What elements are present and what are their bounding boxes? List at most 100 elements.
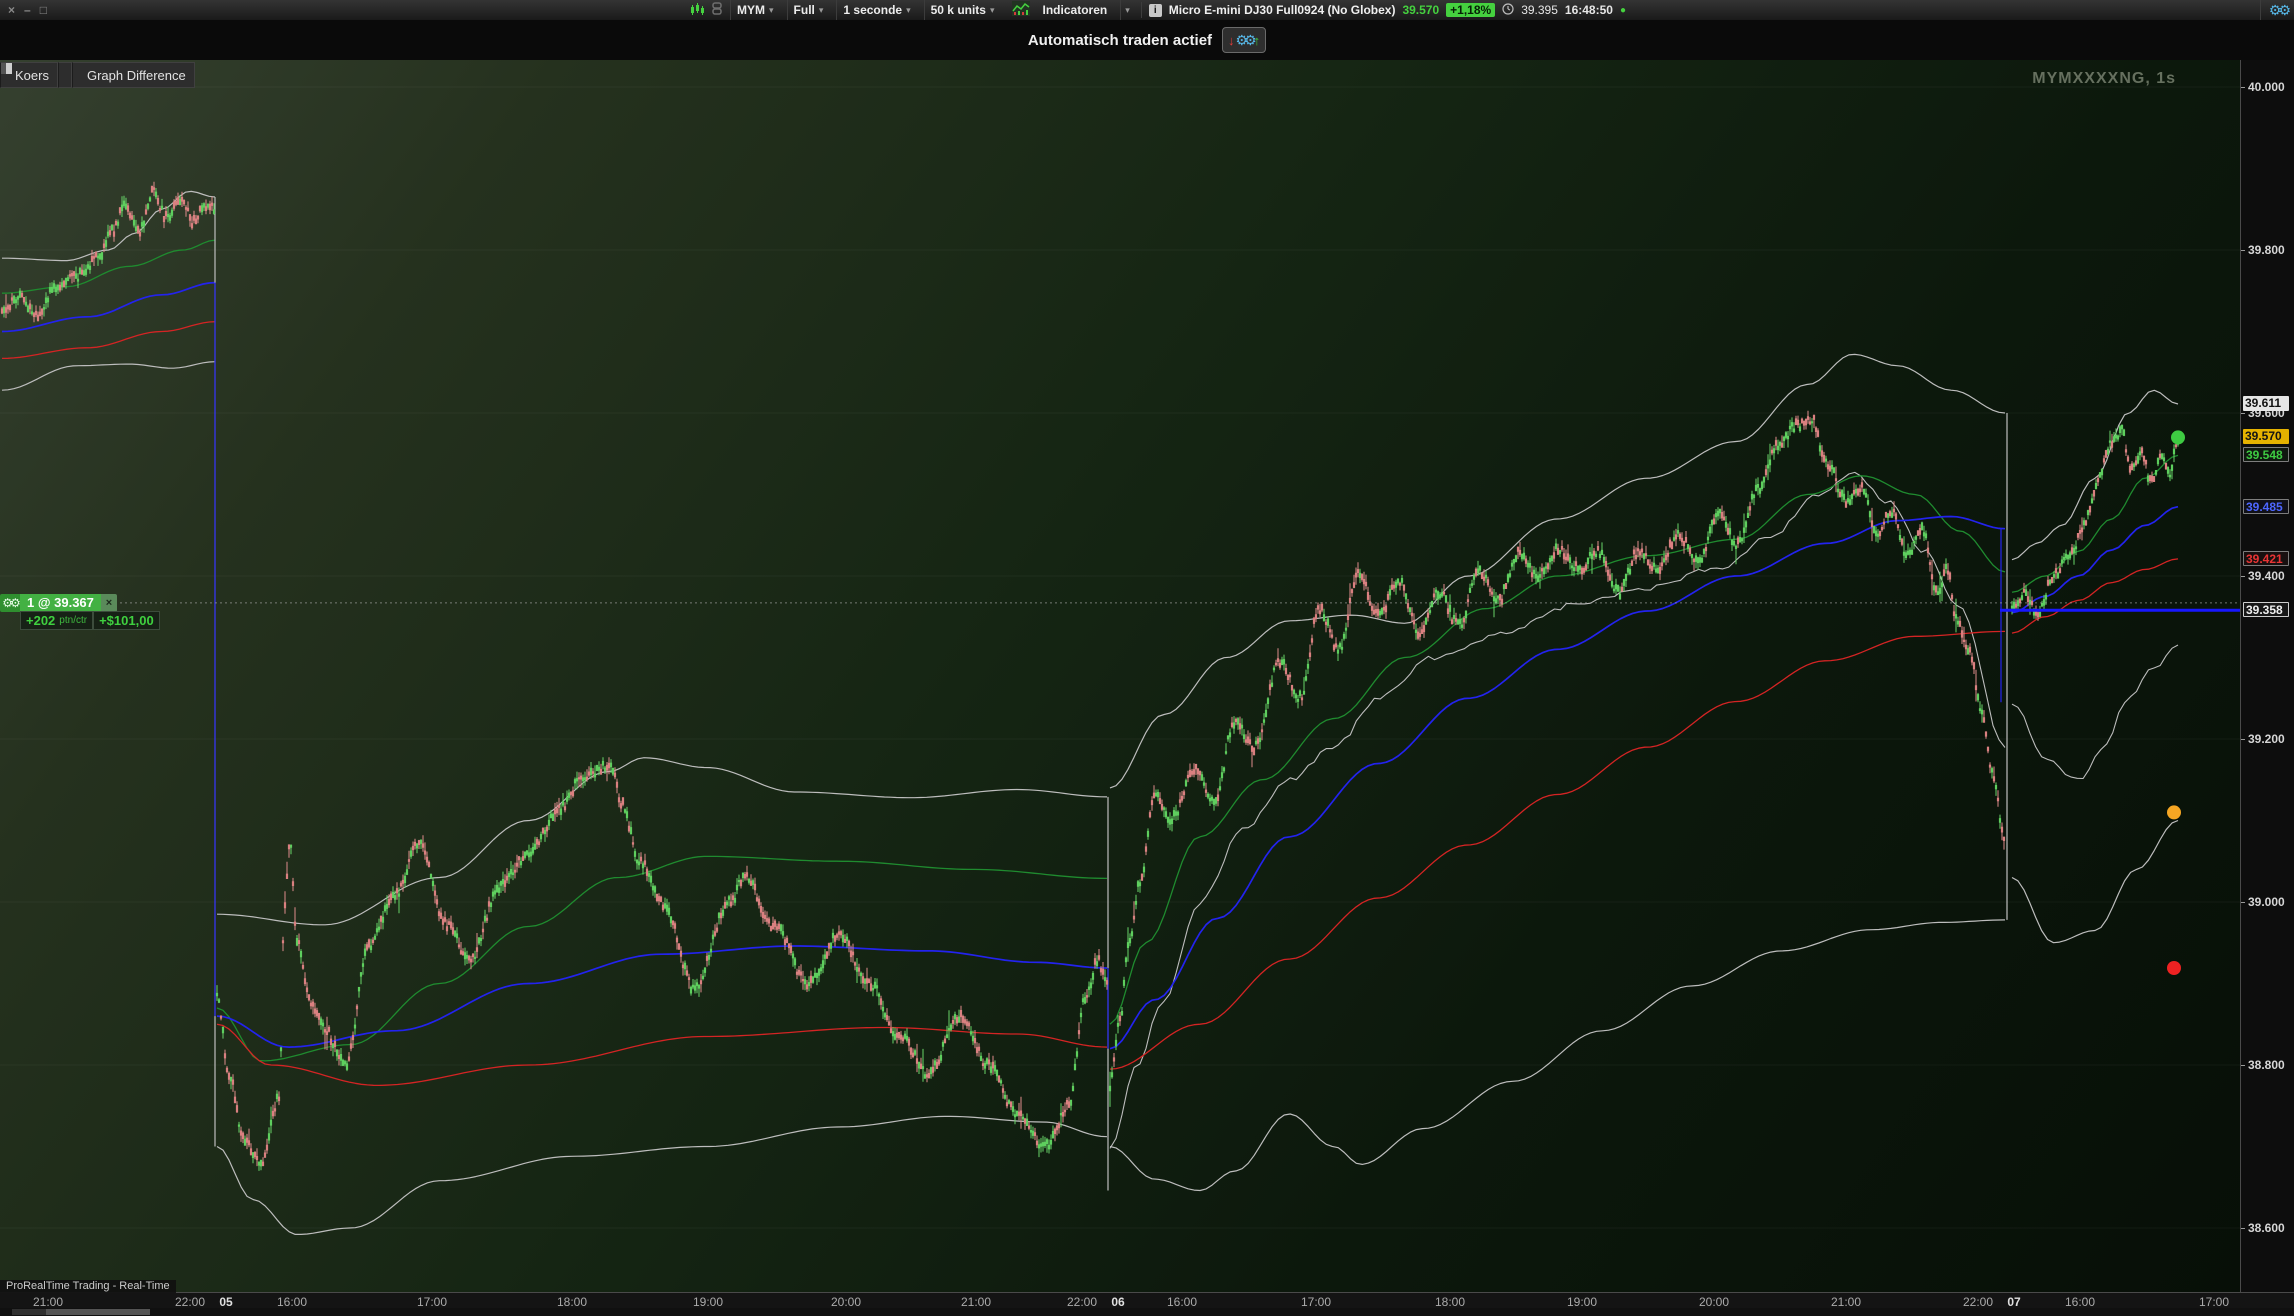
price-tick — [2241, 575, 2245, 577]
horizontal-scrollbar[interactable] — [0, 1308, 2294, 1316]
time-axis-label: 16:00 — [2064, 1295, 2096, 1309]
range-label: Full — [793, 3, 815, 17]
symbol-label: MYM — [737, 3, 765, 17]
blue-ma-line — [1, 281, 216, 333]
close-window-icon[interactable]: × — [8, 3, 16, 17]
units-dropdown[interactable]: 50 k units ▾ — [923, 0, 1001, 20]
session-price: 39.395 — [1521, 3, 1558, 17]
price-level-badge-order[interactable]: 39.358 — [2243, 602, 2289, 618]
indicators-caret-dropdown[interactable]: ▾ — [1120, 0, 1134, 20]
price-axis-label: 40.000 — [2248, 80, 2285, 94]
blue-ma-line — [216, 945, 1108, 1048]
chevron-down-icon: ▾ — [769, 4, 774, 15]
time-axis-day-label: 06 — [1111, 1295, 1125, 1309]
blue-ma-line — [1109, 515, 2006, 1050]
time-axis-label: 19:00 — [1566, 1295, 1598, 1309]
position-gears-icon[interactable]: ⚙⚙ — [0, 594, 21, 612]
tab-koers[interactable]: Koers — [0, 62, 58, 88]
down-candles-wicks — [220, 757, 1108, 1167]
price-tick — [2241, 412, 2245, 414]
time-axis-label: 22:00 — [1962, 1295, 1994, 1309]
position-points-unit: ptn/ctr — [59, 614, 88, 626]
up-candles-wicks — [216, 757, 1106, 1171]
autotrade-bar: Automatisch traden actief ↓ ⚙⚙ ↑ — [0, 20, 2294, 60]
timeframe-dropdown[interactable]: 1 seconde ▾ — [836, 0, 916, 20]
chart-tabs: Koers Graph Difference — [0, 62, 195, 88]
open-position-overlay: ⚙⚙ 1 @ 39.367 × +202 ptn/ctr +$101,00 — [0, 594, 160, 630]
up-candles-wicks — [3, 188, 215, 318]
time-axis-label: 21:00 — [960, 1295, 992, 1309]
last-price-dot[interactable] — [2171, 430, 2185, 445]
time-axis-label: 21:00 — [1830, 1295, 1862, 1309]
price-axis-label: 38.600 — [2248, 1221, 2285, 1235]
chart-plot-area[interactable]: Koers Graph Difference MYMXXXXNG, 1s — [0, 60, 2240, 1292]
chevron-down-icon: ▾ — [1125, 4, 1130, 15]
instrument-info-icon[interactable]: i — [1148, 3, 1162, 17]
upper-band-line — [1109, 353, 2006, 789]
price-level-badge-red[interactable]: 39.421 — [2243, 550, 2289, 566]
time-axis-label: 17:00 — [1300, 1295, 1332, 1309]
clock-time: 16:48:50 — [1564, 3, 1613, 17]
up-candles-bodies — [215, 760, 1107, 1167]
order-marker-red[interactable] — [2167, 961, 2181, 975]
time-axis-label: 17:00 — [2198, 1295, 2230, 1309]
candlestick-chart-canvas[interactable] — [0, 60, 2240, 1292]
price-level-badge-green[interactable]: 39.548 — [2243, 447, 2289, 463]
down-candles-bodies — [0, 185, 214, 322]
connection-status-icon: ● — [1619, 4, 1626, 16]
scrollbar-thumb[interactable] — [46, 1309, 150, 1315]
time-axis-day-label: 05 — [219, 1295, 233, 1309]
minimize-window-icon[interactable]: – — [24, 3, 31, 17]
upper-band-line — [216, 757, 1108, 926]
tab-graph-difference-label: Graph Difference — [86, 67, 186, 83]
indicators-dropdown[interactable]: Indicatoren — [1037, 0, 1114, 20]
time-axis-label: 17:00 — [416, 1295, 448, 1309]
time-axis-label: 21:00 — [32, 1295, 64, 1309]
price-axis-label: 39.400 — [2248, 569, 2285, 583]
sell-arrow-icon: ↓ — [1228, 32, 1235, 48]
autotrade-toggle-button[interactable]: ↓ ⚙⚙ ↑ — [1222, 27, 1267, 53]
price-tick — [2241, 249, 2245, 251]
green-ma-line — [1, 239, 216, 294]
toolbar-center: MYM ▾ Full ▾ 1 seconde ▾ 50 k units ▾ In… — [690, 0, 1626, 20]
price-level-badge-band[interactable]: 39.611 — [2243, 396, 2289, 412]
clock-icon — [1502, 2, 1514, 18]
down-candles-bodies — [219, 762, 1109, 1166]
price-tick — [2241, 1227, 2245, 1229]
time-axis-label: 20:00 — [830, 1295, 862, 1309]
indicator-chart-icon[interactable] — [1011, 1, 1030, 19]
price-axis[interactable]: 40.000 39.800 39.600 39.400 39.200 39.000 38.8… — [2240, 60, 2294, 1292]
last-price: 39.570 — [1402, 3, 1440, 17]
lower-band-line — [216, 1115, 1108, 1235]
close-position-icon[interactable]: × — [100, 594, 117, 612]
settings-gears-icon[interactable]: ⚙⚙ — [2268, 1, 2291, 18]
position-points: +202 — [26, 612, 56, 628]
time-axis[interactable]: 21:00 22:00 05 16:00 17:00 18:00 19:00 20:00 21:… — [0, 1292, 2294, 1309]
tab-list-button[interactable] — [1, 62, 72, 88]
price-level-badge-blue[interactable]: 39.485 — [2243, 498, 2289, 514]
price-tick — [2241, 86, 2245, 88]
range-dropdown[interactable]: Full ▾ — [786, 0, 830, 20]
symbol-dropdown[interactable]: MYM ▾ — [730, 0, 780, 20]
time-axis-label: 16:00 — [1166, 1295, 1198, 1309]
price-level-badge-last[interactable]: 39.570 — [2243, 429, 2289, 445]
green-ma-line — [1109, 475, 2006, 1025]
price-axis-label: 39.800 — [2248, 243, 2285, 257]
chart-watermark: MYMXXXXNG, 1s — [2032, 70, 2176, 87]
scrollbar-block[interactable] — [12, 1309, 46, 1315]
tab-graph-difference[interactable]: Graph Difference — [1, 62, 195, 88]
link-instrument-icon[interactable] — [711, 1, 723, 19]
maximize-window-icon[interactable]: □ — [39, 3, 47, 17]
lower-band-line — [1109, 919, 2006, 1192]
position-badge[interactable]: ⚙⚙ 1 @ 39.367 × — [0, 594, 160, 612]
autotrade-status-label: Automatisch traden actief — [1027, 31, 1213, 49]
blue-ma-line — [2011, 505, 2179, 614]
lower-band-line — [1, 361, 216, 391]
order-marker-amber[interactable] — [2167, 805, 2181, 820]
trailing-line — [2011, 644, 2179, 780]
indicators-label: Indicatoren — [1042, 3, 1108, 17]
trailing-line — [1109, 471, 2006, 1149]
candlestick-chart-icon[interactable] — [690, 2, 704, 19]
lower-band-line — [2011, 819, 2179, 944]
window-controls: × – □ — [8, 0, 47, 20]
